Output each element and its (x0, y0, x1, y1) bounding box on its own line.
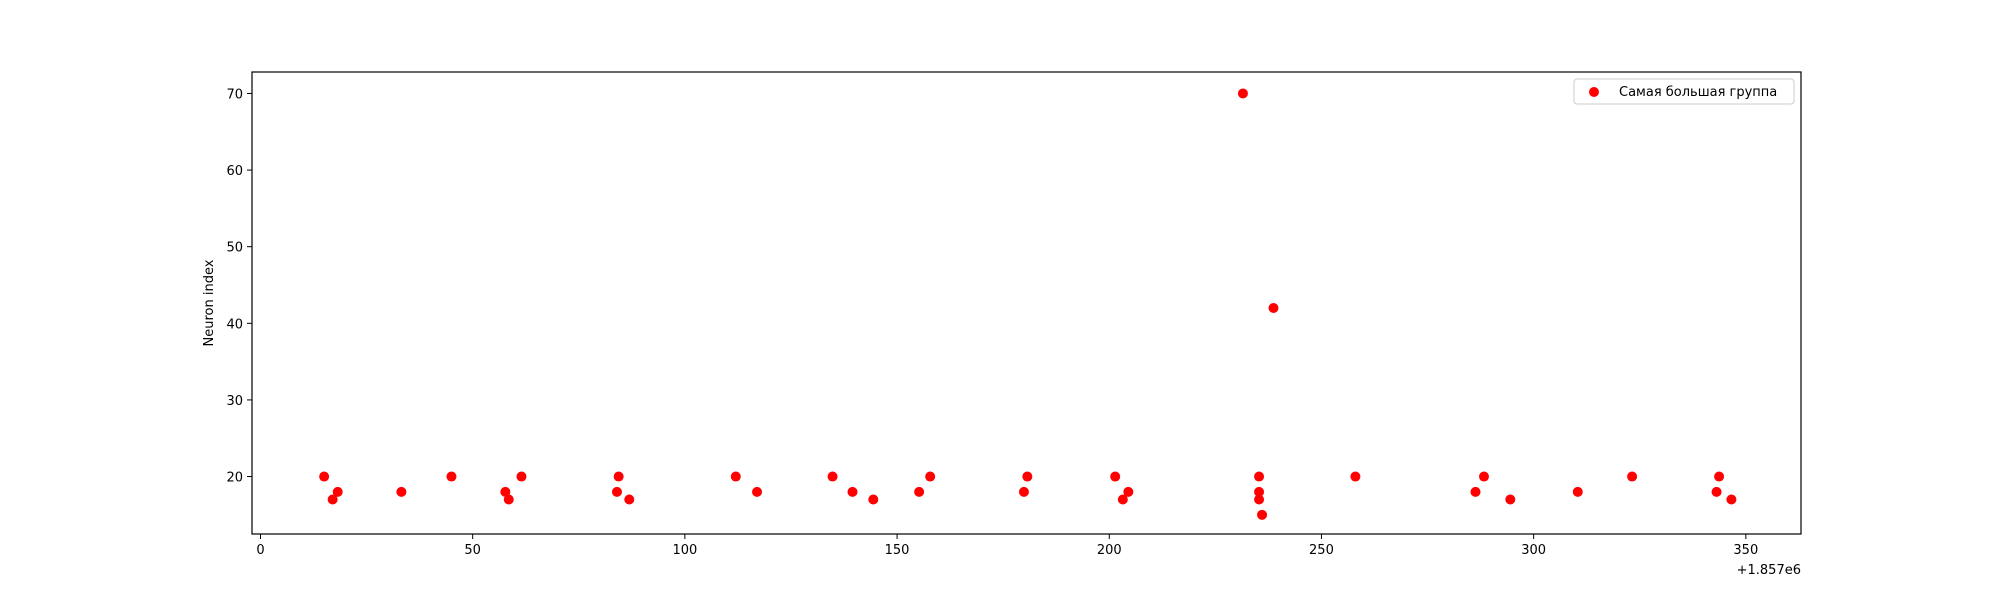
data-point (396, 486, 407, 497)
y-tick-label: 60 (226, 164, 243, 179)
y-axis-label: Neuron index (202, 259, 217, 346)
data-point (500, 486, 511, 497)
data-point (868, 494, 879, 505)
legend-marker (1589, 87, 1599, 97)
data-point (1110, 471, 1121, 482)
data-point (1123, 486, 1134, 497)
data-point (516, 471, 527, 482)
legend-label: Самая большая группа (1619, 85, 1777, 100)
data-point (1254, 486, 1265, 497)
x-tick-label: 50 (464, 543, 481, 558)
data-point (730, 471, 741, 482)
data-point (1257, 509, 1268, 520)
data-point (925, 471, 936, 482)
y-tick-label: 20 (226, 471, 243, 486)
x-axis-offset-label: +1.857e6 (1737, 563, 1801, 578)
data-point (847, 486, 858, 497)
data-point (1350, 471, 1361, 482)
data-point (624, 494, 635, 505)
data-point (611, 486, 622, 497)
data-point (1254, 494, 1265, 505)
data-points (319, 88, 1737, 520)
data-point (503, 494, 514, 505)
data-point (752, 486, 763, 497)
x-tick-label: 100 (672, 543, 697, 558)
y-tick-label: 70 (226, 87, 243, 102)
data-point (1117, 494, 1128, 505)
data-point (319, 471, 330, 482)
y-tick-label: 30 (226, 394, 243, 409)
x-tick-label: 200 (1097, 543, 1122, 558)
data-point (914, 486, 925, 497)
data-point (1237, 88, 1248, 99)
legend-box (1573, 78, 1795, 105)
y-tick-label: 40 (226, 317, 243, 332)
data-point (327, 494, 338, 505)
data-point (1022, 471, 1033, 482)
data-point (1470, 486, 1481, 497)
x-axis-ticks: 0 50 100 150 200 250 300 350 (256, 534, 1758, 558)
data-point (1572, 486, 1583, 497)
data-point (827, 471, 838, 482)
data-point (1505, 494, 1516, 505)
x-tick-label: 250 (1309, 543, 1334, 558)
x-tick-label: 300 (1521, 543, 1546, 558)
data-point (1726, 494, 1737, 505)
data-point (1714, 471, 1725, 482)
legend: Самая большая группа (1573, 78, 1795, 105)
data-point (446, 471, 457, 482)
data-point (1627, 471, 1638, 482)
x-tick-label: 150 (885, 543, 910, 558)
x-tick-label: 350 (1733, 543, 1758, 558)
data-point (1268, 302, 1279, 313)
y-axis-ticks: 20 30 40 50 60 70 (226, 87, 252, 486)
data-point (1711, 486, 1722, 497)
data-point (1018, 486, 1029, 497)
data-point (1254, 471, 1265, 482)
data-point (332, 486, 343, 497)
axes-frame (251, 71, 1802, 535)
data-point (1478, 471, 1489, 482)
x-tick-label: 0 (256, 543, 264, 558)
y-tick-label: 50 (226, 241, 243, 256)
data-point (613, 471, 624, 482)
